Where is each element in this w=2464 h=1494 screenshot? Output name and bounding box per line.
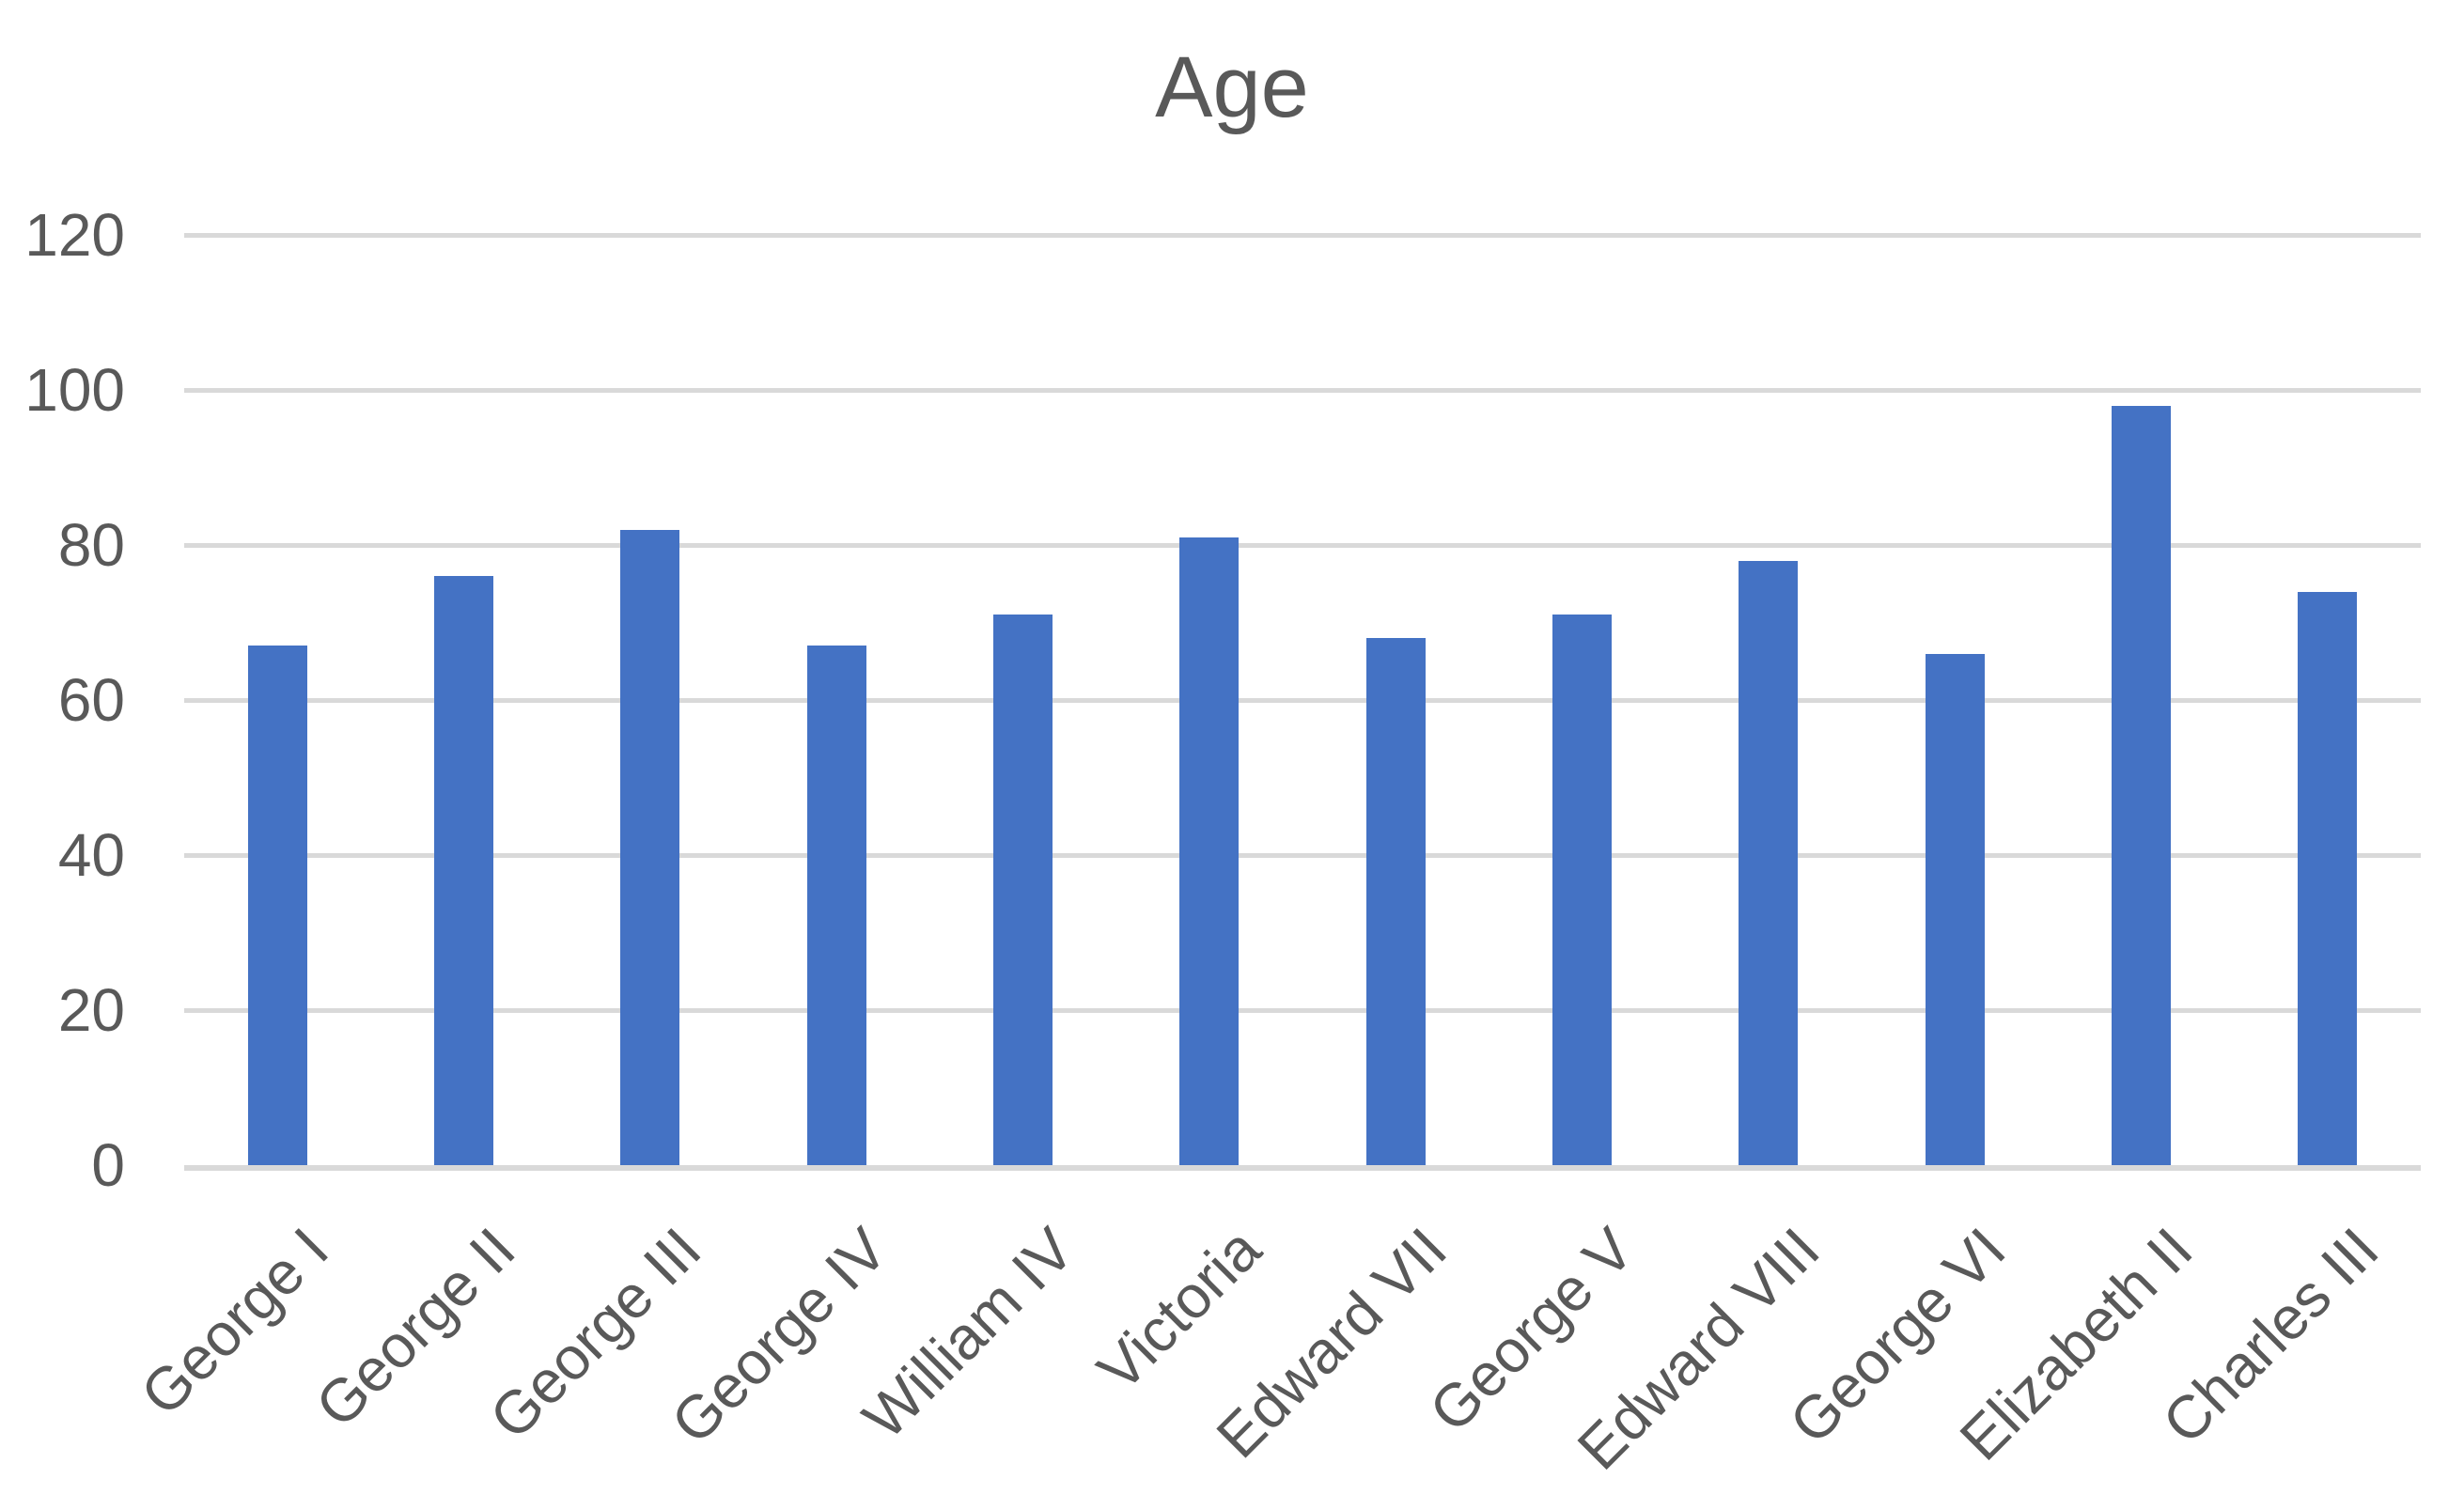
gridline-100 <box>184 387 2421 393</box>
bar-victoria <box>1179 537 1240 1165</box>
gridline-120 <box>184 232 2421 238</box>
y-axis-label-80: 80 <box>57 511 125 579</box>
y-axis-label-120: 120 <box>24 201 125 269</box>
gridline-20 <box>184 1007 2421 1013</box>
x-axis-line <box>184 1165 2421 1171</box>
bar-elizabeth-ii <box>2112 405 2171 1165</box>
bar-edward-vii <box>1365 638 1426 1165</box>
y-axis-label-0: 0 <box>91 1131 125 1199</box>
chart-title: Age <box>1155 39 1309 135</box>
y-axis-label-40: 40 <box>57 821 125 889</box>
x-axis-label-victoria: Victoria <box>1084 1215 1273 1404</box>
bar-george-iv <box>806 646 866 1165</box>
bar-george-iii <box>620 529 680 1165</box>
bar-george-ii <box>434 576 493 1165</box>
y-axis-label-60: 60 <box>57 666 125 734</box>
y-axis-label-20: 20 <box>57 976 125 1044</box>
bar-george-v <box>1552 615 1612 1165</box>
y-axis-label-100: 100 <box>24 356 125 424</box>
bar-william-iv <box>993 615 1053 1165</box>
bar-george-i <box>247 646 307 1165</box>
gridline-80 <box>184 542 2421 548</box>
gridline-40 <box>184 852 2421 858</box>
bar-charles-iii <box>2298 591 2358 1165</box>
bar-george-vi <box>1925 653 1985 1165</box>
gridline-60 <box>184 697 2421 703</box>
bar-edward-viii <box>1739 560 1799 1165</box>
